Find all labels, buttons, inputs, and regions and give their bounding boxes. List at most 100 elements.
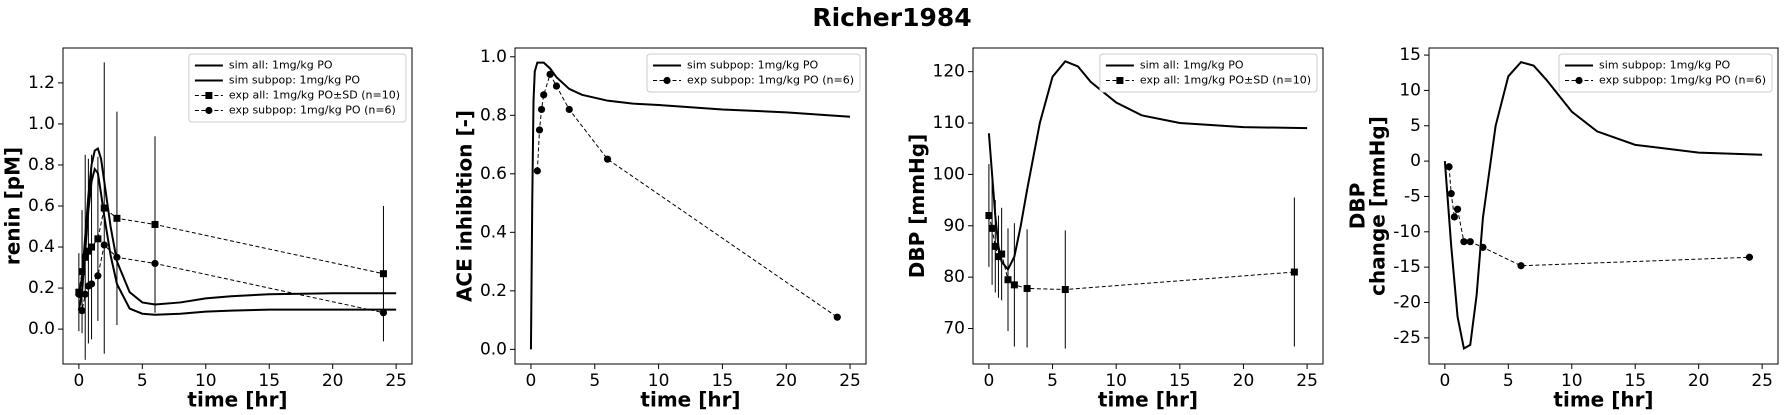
y-tick-label: 90 xyxy=(943,216,965,236)
x-tick-label: 5 xyxy=(137,371,148,391)
marker xyxy=(1116,77,1124,84)
x-tick-label: 0 xyxy=(73,371,84,391)
marker xyxy=(78,268,86,276)
legend-label: exp subpop: 1mg/kg PO (n=6) xyxy=(1599,74,1766,87)
marker xyxy=(998,250,1006,258)
marker xyxy=(113,214,121,222)
x-tick-label: 20 xyxy=(322,371,344,391)
x-axis-label: time [hr] xyxy=(640,388,740,412)
legend: sim subpop: 1mg/kg PO exp subpop: 1mg/kg … xyxy=(1558,53,1773,93)
marker xyxy=(1290,268,1298,276)
marker xyxy=(537,105,546,114)
legend-label: exp subpop: 1mg/kg PO (n=6) xyxy=(229,104,396,117)
x-tick-label: 0 xyxy=(526,371,537,391)
marker xyxy=(1745,253,1754,261)
x-tick-label: 20 xyxy=(775,371,797,391)
legend-label: exp subpop: 1mg/kg PO (n=6) xyxy=(687,74,854,87)
marker xyxy=(533,167,541,175)
y-tick-label: -10 xyxy=(1393,222,1421,242)
marker xyxy=(1445,163,1453,171)
y-tick-label: 10 xyxy=(1399,80,1421,100)
marker xyxy=(1061,285,1069,293)
legend-box xyxy=(1099,53,1318,93)
marker xyxy=(1023,284,1031,292)
figure-title: Richer1984 xyxy=(812,3,971,32)
series-line xyxy=(77,166,397,316)
series-line xyxy=(1443,61,1763,350)
legend-label: sim subpop: 1mg/kg PO xyxy=(1599,59,1730,72)
marker xyxy=(663,76,671,85)
y-tick-label: -20 xyxy=(1393,292,1421,312)
marker xyxy=(379,309,388,317)
x-tick-label: 15 xyxy=(1624,371,1646,391)
marker xyxy=(87,280,96,288)
marker xyxy=(1004,276,1012,284)
y-tick-label: 80 xyxy=(943,267,965,287)
marker xyxy=(833,313,841,321)
y-tick-label: -15 xyxy=(1393,257,1421,277)
legend-label: sim subpop: 1mg/kg PO xyxy=(687,59,818,72)
x-tick-label: 25 xyxy=(1296,371,1318,391)
x-tick-label: 15 xyxy=(258,371,280,391)
y-tick-label: 0.6 xyxy=(480,164,507,184)
axes-frame xyxy=(62,47,413,365)
marker xyxy=(565,105,573,114)
marker xyxy=(205,106,213,115)
axes-frame xyxy=(1428,47,1779,365)
x-axis-label: time [hr] xyxy=(187,388,287,412)
series-line xyxy=(536,73,838,318)
y-axis-label: ACE inhibition [-] xyxy=(452,110,476,302)
marker xyxy=(1466,238,1474,246)
axes: 0 5 10 15 20 25 70 80 90 100 110 120 time [hr] DBP [m… xyxy=(905,47,1324,412)
marker xyxy=(603,155,612,163)
x-tick-label: 25 xyxy=(385,371,407,391)
marker xyxy=(1010,281,1018,289)
y-tick-label: 1.0 xyxy=(28,114,55,134)
marker xyxy=(151,220,159,228)
legend-box xyxy=(188,53,407,123)
marker xyxy=(991,242,999,250)
marker xyxy=(75,290,83,298)
legend-label: exp all: 1mg/kg PO±SD (n=10) xyxy=(1140,74,1311,87)
series-line xyxy=(78,243,384,314)
marker xyxy=(113,253,121,261)
x-axis-label: time [hr] xyxy=(1098,388,1198,412)
series-line xyxy=(1448,166,1750,267)
x-tick-label: 10 xyxy=(1105,371,1127,391)
series-line xyxy=(78,207,384,293)
legend-box xyxy=(646,53,861,93)
legend: sim subpop: 1mg/kg PO exp subpop: 1mg/kg … xyxy=(646,53,861,93)
legend-box xyxy=(1558,53,1773,93)
marker xyxy=(1575,76,1583,85)
marker xyxy=(88,243,96,251)
x-axis-label: time [hr] xyxy=(1553,388,1653,412)
legend-label: sim subpop: 1mg/kg PO xyxy=(229,74,360,87)
y-tick-label: 1.0 xyxy=(480,47,507,67)
marker xyxy=(552,82,561,90)
marker xyxy=(540,91,548,99)
marker xyxy=(546,70,554,78)
marker xyxy=(94,272,102,280)
x-tick-label: 0 xyxy=(983,371,994,391)
x-tick-label: 10 xyxy=(648,371,670,391)
x-tick-label: 0 xyxy=(1439,371,1450,391)
y-tick-label: -5 xyxy=(1404,186,1421,206)
y-tick-label: 0.4 xyxy=(28,237,55,257)
marker xyxy=(1447,190,1455,198)
y-tick-label: 0.2 xyxy=(480,281,507,301)
x-tick-label: 5 xyxy=(589,371,600,391)
marker xyxy=(100,241,108,249)
y-axis-label: DBP xyxy=(1346,183,1370,230)
y-tick-label: 15 xyxy=(1399,45,1421,65)
legend-label: sim all: 1mg/kg PO xyxy=(1140,59,1244,72)
series-line xyxy=(529,61,851,350)
y-tick-label: 0.4 xyxy=(480,222,507,242)
x-tick-label: 20 xyxy=(1688,371,1710,391)
x-tick-label: 20 xyxy=(1233,371,1255,391)
series-line xyxy=(77,146,397,306)
y-tick-label: 70 xyxy=(943,319,965,339)
y-tick-label: 100 xyxy=(933,164,965,184)
x-tick-label: 5 xyxy=(1503,371,1514,391)
